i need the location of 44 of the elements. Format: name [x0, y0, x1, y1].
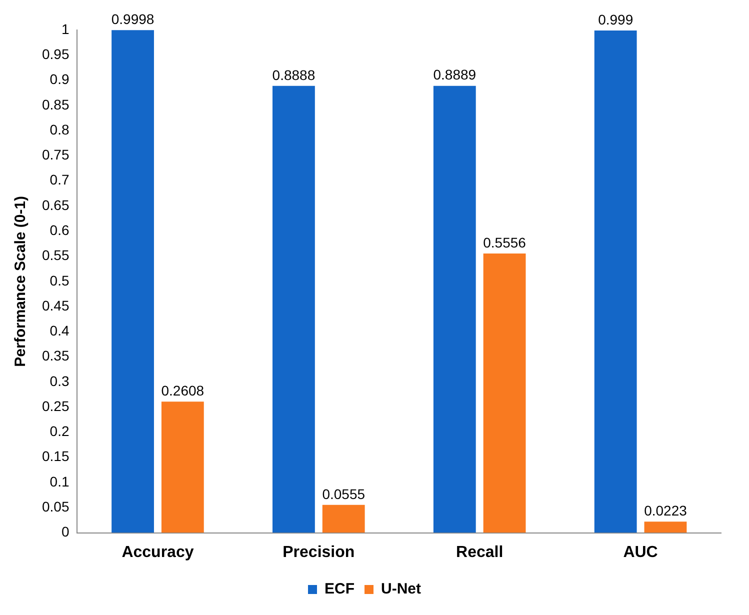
- y-tick-label: 0.8: [50, 121, 70, 138]
- y-tick-label: 0.5: [50, 272, 70, 288]
- data-label: 0.0223: [644, 502, 688, 518]
- y-tick-label: 0.7: [50, 172, 70, 188]
- y-tick-label: 0.35: [42, 348, 70, 364]
- y-tick-label: 0.9: [50, 71, 70, 88]
- bar: [594, 30, 637, 533]
- y-tick-label: 0.3: [50, 372, 70, 389]
- data-label: 0.8888: [272, 66, 316, 83]
- data-label: 0.5556: [483, 234, 526, 250]
- y-tick-label: 0.65: [42, 196, 70, 213]
- data-label: 0.8889: [433, 66, 476, 83]
- y-tick-label: 0.1: [50, 473, 70, 490]
- y-tick-label: 0.45: [42, 297, 70, 314]
- y-tick-label: 0.2: [50, 423, 70, 440]
- bar: [644, 522, 687, 533]
- x-tick-label: Recall: [456, 544, 504, 561]
- y-tick-label: 0.15: [42, 448, 70, 464]
- y-tick-label: 0.55: [42, 247, 70, 264]
- y-tick-label: 0.6: [50, 222, 70, 238]
- bar: [322, 504, 365, 533]
- bar: [272, 86, 315, 533]
- y-tick-label: 0: [61, 524, 70, 540]
- y-tick-label: 0.05: [42, 498, 70, 515]
- y-tick-label: 0.4: [50, 322, 70, 339]
- x-tick-label: Precision: [282, 544, 355, 561]
- data-label: 0.0555: [322, 486, 366, 502]
- y-tick-label: 0.95: [42, 46, 70, 62]
- bar: [112, 30, 154, 533]
- y-axis-title: Performance Scale (0-1): [12, 196, 30, 367]
- y-tick-label: 0.25: [42, 398, 70, 414]
- legend-label: U-Net: [381, 580, 422, 598]
- y-tick-label: 0.75: [42, 146, 70, 163]
- x-tick-label: AUC: [623, 544, 658, 561]
- bar: [161, 402, 204, 533]
- data-label: 0.999: [598, 11, 634, 28]
- legend-label: ECF: [324, 580, 354, 598]
- bar: [483, 253, 526, 533]
- y-tick-label: 1: [61, 20, 70, 37]
- data-label: 0.9998: [111, 10, 154, 27]
- y-tick-label: 0.85: [42, 96, 70, 112]
- data-label: 0.2608: [161, 382, 204, 399]
- bar: [433, 86, 476, 533]
- x-tick-label: Accuracy: [122, 544, 194, 561]
